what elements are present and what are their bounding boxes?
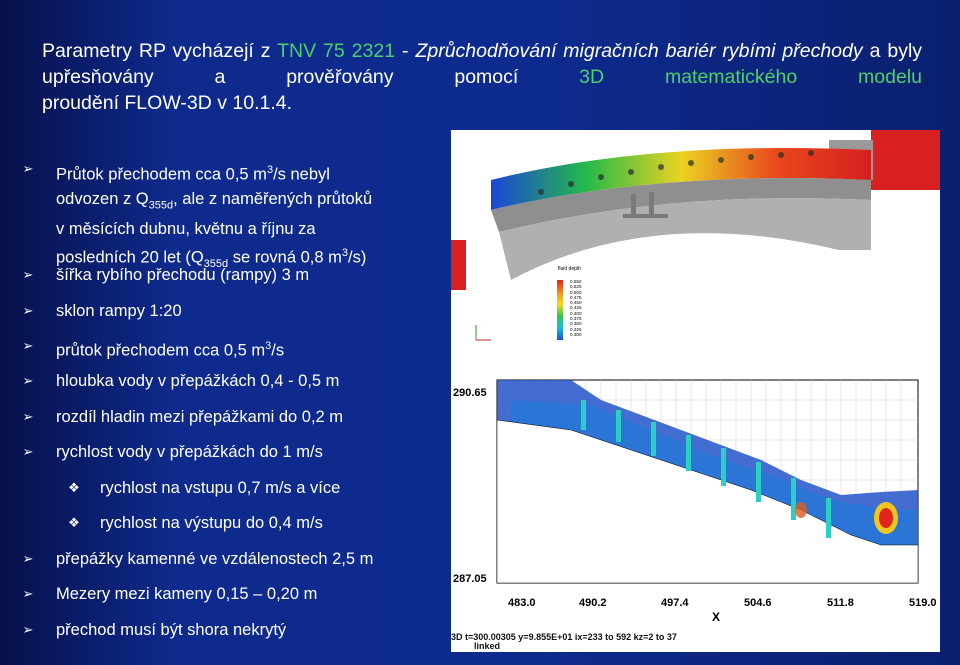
section-2d-plot <box>496 379 919 584</box>
title-model: 3D matematického modelu <box>579 66 922 88</box>
simulation-linked: linked <box>474 641 501 651</box>
x-tick-5: 519.0 <box>909 597 937 609</box>
simulation-stats: 3D t=300.00305 y=9.855E+01 ix=233 to 592… <box>451 632 677 642</box>
x-tick-2: 497.4 <box>661 597 689 609</box>
title-part2: - <box>395 40 416 62</box>
color-legend-bar <box>557 280 563 340</box>
arrow-bullet-icon: ➢ <box>22 161 34 176</box>
title-part4: proudění FLOW-3D v 10.1.4. <box>42 92 293 114</box>
x-tick-4: 511.8 <box>827 597 854 609</box>
title-norm-title: Zprůchodňování migračních bariér rybími … <box>415 40 863 62</box>
arrow-bullet-icon: ➢ <box>22 586 34 601</box>
legend-values: 0.550 0.525 0.500 0.475 0.450 0.425 0.400 0.… <box>570 279 582 337</box>
title-part3: a byly upřesňovány a prověřovány pomocí <box>42 40 923 88</box>
arrow-bullet-icon: ➢ <box>22 551 34 566</box>
model-3d-render <box>451 130 940 360</box>
x-tick-0: 483.0 <box>508 597 536 609</box>
arrow-bullet-icon: ➢ <box>22 622 34 637</box>
slide-title: Parametry RP vycházejí z TNV 75 2321 - Z… <box>42 38 922 116</box>
arrow-bullet-icon: ➢ <box>22 409 34 424</box>
legend-title: fluid depth <box>558 266 582 272</box>
arrow-bullet-icon: ➢ <box>22 444 34 459</box>
y-tick-top: 290.65 <box>453 387 487 399</box>
diamond-bullet-icon: ❖ <box>68 480 80 495</box>
section-2d-figure: 290.65 287.05 483.0 490.2 497.4 504.6 51… <box>451 360 940 652</box>
title-part1: Parametry RP vycházejí z <box>42 40 278 62</box>
arrow-bullet-icon: ➢ <box>22 338 34 353</box>
diamond-bullet-icon: ❖ <box>68 515 80 530</box>
arrow-bullet-icon: ➢ <box>22 267 34 282</box>
title-norm: TNV 75 2321 <box>277 40 396 62</box>
y-tick-bottom: 287.05 <box>453 573 487 585</box>
arrow-bullet-icon: ➢ <box>22 303 34 318</box>
x-tick-1: 490.2 <box>579 597 607 609</box>
arrow-bullet-icon: ➢ <box>22 373 34 388</box>
x-axis-label: X <box>712 610 721 624</box>
model-3d-figure: fluid depth 0.550 0.525 0.500 0.475 0.450 0… <box>451 130 940 360</box>
x-tick-3: 504.6 <box>744 597 772 609</box>
